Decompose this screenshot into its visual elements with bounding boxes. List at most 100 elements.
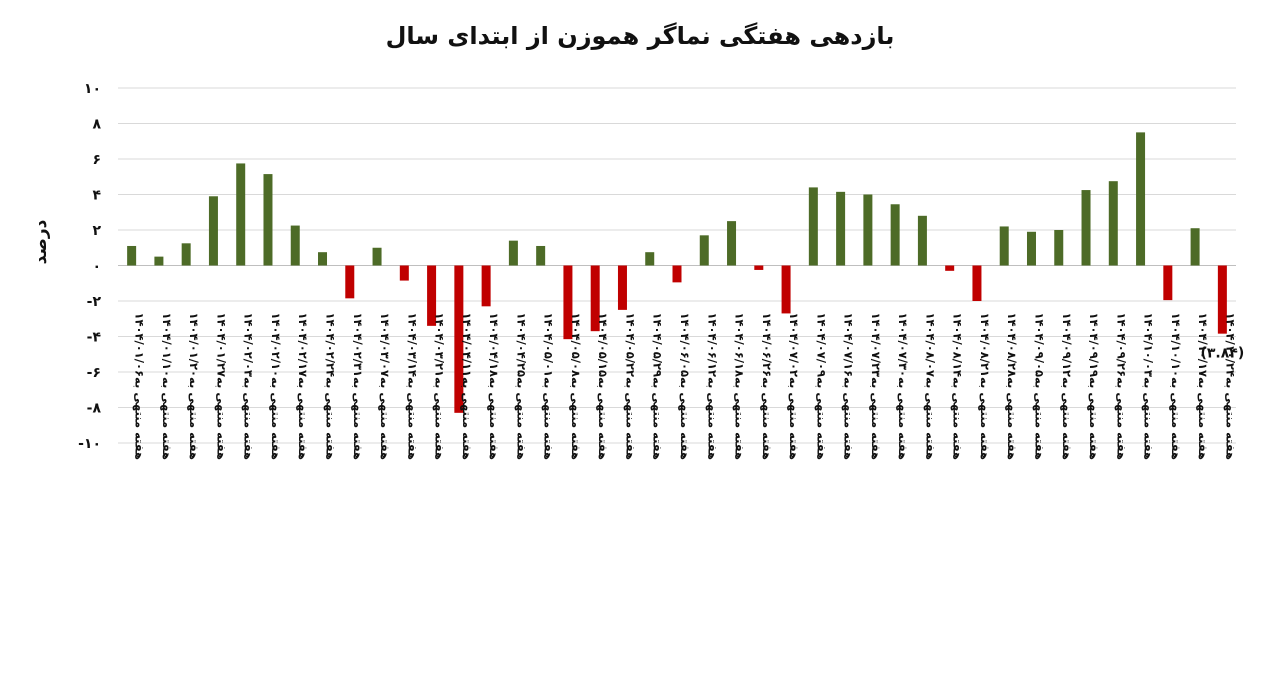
x-tick-label: هفته منتهی به۱۴۰۴/۰۲/۳۱ — [351, 312, 365, 460]
x-tick-label: هفته منتهی به۱۴۰۴/۰۷/۲۳ — [869, 312, 883, 460]
bar — [563, 265, 573, 340]
bar — [181, 243, 191, 266]
x-tick-label: هفته منتهی به۱۴۰۴/۰۱/۰۶ — [133, 312, 147, 460]
bar — [536, 245, 546, 266]
bar — [863, 194, 873, 266]
bar — [345, 265, 355, 299]
x-tick-label: هفته منتهی به۱۴۰۴/۱۰/۰۳ — [1142, 312, 1156, 460]
y-tick-label: -۴ — [87, 330, 102, 346]
bar — [808, 187, 818, 266]
x-tick-label: هفته منتهی به۱۴۰۴/۰۹/۲۶ — [1114, 312, 1128, 460]
x-tick-label: هفته منتهی به۱۴۰۴/۰۷/۳۰ — [896, 312, 910, 460]
x-tick-label: هفته منتهی به۱۴۰۴/۰۶/۰۵ — [678, 312, 692, 460]
y-tick-label: ۰ — [92, 259, 101, 275]
x-tick-label: هفته منتهی به۱۴۰۴/۰۵/۰۱ — [542, 312, 556, 460]
y-axis-ticks: ۱۰ ۸ ۶ ۴ ۲ ۰ -۲ -۴ -۶ -۸ -۱۰ — [78, 81, 101, 452]
bar — [1026, 231, 1036, 266]
x-tick-label: هفته منتهی به۱۴۰۴/۰۸/۰۷ — [923, 312, 937, 460]
x-tick-label: هفته منتهی به۱۴۰۴/۰۸/۱۴ — [951, 312, 965, 460]
x-tick-label: هفته منتهی به۱۴۰۴/۰۳/۱۴ — [405, 312, 419, 460]
x-tick-label: هفته منتهی به۱۴۰۴/۰۸/۲۱ — [978, 312, 992, 460]
bar — [754, 265, 764, 270]
bars — [127, 132, 1227, 413]
bar — [1190, 228, 1200, 266]
bar — [481, 265, 491, 307]
y-tick-label: ۱۰ — [84, 81, 101, 97]
x-axis-ticks: هفته منتهی به۱۴۰۴/۰۱/۰۶ هفته منتهی به۱۴۰۴… — [133, 312, 1238, 460]
x-tick-label: هفته منتهی به۱۴۰۴/۰۶/۱۸ — [733, 312, 747, 460]
y-tick-label: ۶ — [92, 152, 101, 168]
bar — [399, 265, 409, 281]
x-tick-label: هفته منتهی به۱۴۰۴/۰۱/۲۷ — [214, 312, 228, 460]
bar — [781, 265, 791, 314]
x-tick-label: هفته منتهی به۱۴۰۴/۰۷/۰۲ — [787, 312, 801, 460]
data-label: (۳.۸۴) — [1200, 346, 1244, 362]
data-labels: (۳.۸۴) — [1200, 346, 1244, 362]
bar — [972, 265, 982, 301]
x-tick-label: هفته منتهی به۱۴۰۴/۰۹/۰۵ — [1032, 312, 1046, 460]
x-tick-label: هفته منتهی به۱۴۰۴/۰۴/۱۸ — [487, 312, 501, 460]
bar — [836, 191, 846, 266]
x-tick-label: هفته منتهی به۱۴۰۴/۰۲/۱۷ — [296, 312, 310, 460]
bar — [236, 163, 246, 266]
bar — [1108, 181, 1118, 266]
bar — [1081, 190, 1091, 266]
y-tick-label: ۸ — [92, 117, 101, 133]
x-tick-label: هفته منتهی به۱۴۰۴/۰۱/۲۰ — [187, 312, 201, 460]
bar — [999, 226, 1009, 266]
x-tick-label: هفته منتهی به۱۴۰۴/۰۹/۱۲ — [1060, 312, 1074, 460]
bar — [727, 221, 737, 266]
bar — [617, 265, 627, 310]
x-tick-label: هفته منتهی به۱۴۰۴/۰۳/۰۷ — [378, 312, 392, 460]
x-tick-label: هفته منتهی به۱۴۰۴/۰۴/۱۱ — [460, 312, 474, 460]
x-tick-label: هفته منتهی به۱۴۰۴/۰۷/۱۶ — [842, 312, 856, 460]
bar — [1163, 265, 1173, 301]
y-tick-label: -۶ — [87, 365, 101, 381]
bar — [427, 265, 437, 326]
x-tick-label: هفته منتهی به۱۴۰۴/۰۴/۲۵ — [514, 312, 528, 460]
bar — [290, 225, 300, 266]
y-tick-label: ۴ — [92, 188, 101, 204]
bar — [208, 196, 218, 266]
x-tick-label: هفته منتهی به۱۴۰۴/۰۸/۲۸ — [1005, 312, 1019, 460]
y-tick-label: -۸ — [87, 401, 102, 417]
bar — [454, 265, 464, 413]
bar — [672, 265, 682, 283]
x-tick-label: هفته منتهی به۱۴۰۴/۰۵/۲۲ — [623, 312, 637, 460]
chart-title: بازدهی هفتگی نماگر هموزن از ابتدای سال — [386, 22, 895, 50]
bar — [590, 265, 600, 332]
x-tick-label: هفته منتهی به۱۴۰۴/۰۵/۰۸ — [569, 312, 583, 460]
bar — [372, 247, 382, 266]
x-tick-label: هفته منتهی به۱۴۰۴/۰۲/۱۰ — [269, 312, 283, 460]
x-tick-label: هفته منتهی به۱۴۰۴/۱۰/۱۷ — [1196, 312, 1210, 460]
x-tick-label: هفته منتهی به۱۴۰۴/۱۰/۲۴ — [1223, 312, 1237, 460]
bar — [645, 252, 655, 266]
x-tick-label: هفته منتهی به۱۴۰۴/۰۹/۱۹ — [1087, 312, 1101, 460]
bar — [699, 235, 709, 266]
x-tick-label: هفته منتهی به۱۴۰۴/۰۱/۱۰ — [160, 312, 174, 460]
x-tick-label: هفته منتهی به۱۴۰۴/۰۵/۱۵ — [596, 312, 610, 460]
x-tick-label: هفته منتهی به۱۴۰۴/۰۳/۲۱ — [433, 312, 447, 460]
bar — [945, 265, 955, 271]
x-tick-label: هفته منتهی به۱۴۰۴/۰۵/۲۹ — [651, 312, 665, 460]
x-tick-label: هفته منتهی به۱۴۰۴/۰۲/۲۴ — [324, 312, 338, 460]
x-tick-label: هفته منتهی به۱۴۰۴/۰۷/۰۹ — [814, 312, 828, 460]
bar — [1136, 132, 1146, 266]
bar — [917, 215, 927, 266]
y-axis-label: درصد — [31, 219, 51, 264]
bar — [154, 256, 164, 266]
x-tick-label: هفته منتهی به۱۴۰۴/۰۶/۱۲ — [705, 312, 719, 460]
bar — [1054, 230, 1064, 266]
bar — [508, 240, 518, 266]
bar — [127, 245, 137, 266]
bar — [263, 174, 273, 266]
y-tick-label: -۱۰ — [78, 436, 101, 452]
bar — [1217, 265, 1227, 334]
x-tick-label: هفته منتهی به۱۴۰۴/۱۰/۱۰ — [1169, 312, 1183, 460]
y-tick-label: -۲ — [87, 294, 102, 310]
x-tick-label: هفته منتهی به۱۴۰۴/۰۲/۰۳ — [242, 312, 256, 460]
y-tick-label: ۲ — [92, 223, 101, 239]
bar — [318, 252, 328, 266]
x-tick-label: هفته منتهی به۱۴۰۴/۰۶/۲۶ — [760, 312, 774, 460]
